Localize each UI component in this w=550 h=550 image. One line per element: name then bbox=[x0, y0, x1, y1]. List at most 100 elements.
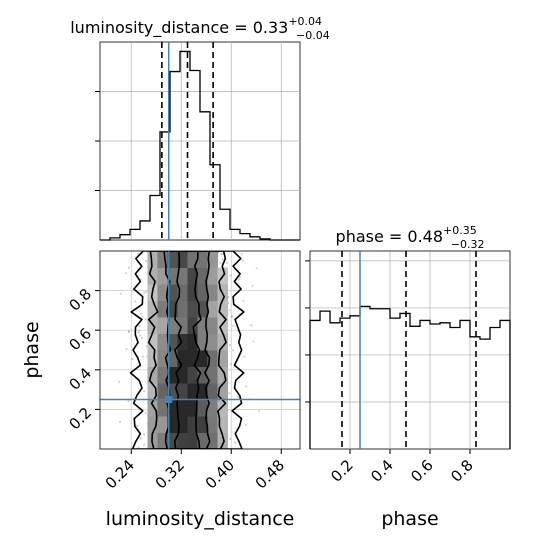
density-block bbox=[207, 399, 218, 417]
scatter-point bbox=[134, 300, 137, 303]
phase-y-tick-label: 0.2 bbox=[65, 404, 95, 434]
density-block bbox=[167, 251, 178, 268]
phase-y-tick-label: 0.4 bbox=[65, 364, 95, 394]
luminosity-distance-tick-label: 0.32 bbox=[152, 456, 188, 492]
density-block bbox=[207, 333, 218, 351]
density-block bbox=[177, 251, 188, 268]
scatter-point bbox=[236, 395, 239, 398]
hist-phase-frame bbox=[309, 250, 511, 450]
scatter-point bbox=[242, 299, 245, 302]
phase-y-tick-label: 0.6 bbox=[65, 325, 95, 355]
density-block bbox=[207, 416, 218, 433]
scatter-point bbox=[229, 437, 232, 441]
scatter-point bbox=[241, 259, 245, 262]
density-block bbox=[187, 251, 198, 268]
phase-y-tick-label: 0.8 bbox=[65, 285, 95, 315]
scatter-point bbox=[243, 355, 246, 358]
density-block bbox=[157, 383, 168, 400]
contour-line bbox=[147, 251, 227, 449]
scatter-point bbox=[139, 278, 143, 281]
scatter-point bbox=[136, 424, 139, 427]
scatter-point bbox=[127, 330, 131, 333]
density-block bbox=[167, 317, 178, 334]
luminosity-distance-histogram bbox=[100, 50, 300, 241]
scatter-point bbox=[138, 334, 142, 337]
density-block bbox=[177, 399, 188, 417]
density-block bbox=[187, 317, 198, 334]
scatter-point bbox=[257, 410, 261, 413]
density-block bbox=[217, 416, 228, 433]
density-block bbox=[187, 399, 198, 417]
density-blocks bbox=[147, 251, 228, 449]
density-block bbox=[197, 251, 208, 268]
density-block bbox=[147, 383, 158, 400]
title-phase: phase = 0.48+0.35 −0.32 bbox=[336, 224, 485, 251]
density-block bbox=[207, 350, 218, 367]
y-ticks-phase: 0.2 0.4 0.6 0.8 bbox=[65, 285, 100, 433]
scatter-point bbox=[237, 278, 240, 281]
scatter-point bbox=[125, 272, 128, 275]
scatter-point bbox=[138, 329, 141, 332]
density-block bbox=[197, 399, 208, 417]
scatter-point bbox=[140, 437, 143, 440]
scatter-point bbox=[143, 443, 146, 446]
scatter-point bbox=[228, 309, 231, 312]
scatter-point bbox=[231, 315, 234, 318]
density-block bbox=[177, 383, 188, 400]
scatter-point bbox=[136, 252, 139, 255]
density-block bbox=[197, 300, 208, 318]
title-luminosity-distance: luminosity_distance = 0.33+0.04 −0.04 bbox=[70, 15, 330, 42]
density-block bbox=[197, 284, 208, 301]
contour-line bbox=[129, 251, 245, 449]
density-block bbox=[207, 300, 218, 318]
density-block bbox=[197, 383, 208, 400]
density-block bbox=[157, 366, 168, 384]
density-block bbox=[187, 333, 198, 351]
scatter-point bbox=[245, 423, 248, 427]
density-block bbox=[147, 300, 158, 318]
scatter-point bbox=[125, 348, 128, 351]
density-block bbox=[177, 284, 188, 301]
density-block bbox=[187, 350, 198, 367]
x-ticks-phase: 0.2 0.4 0.6 0.8 bbox=[327, 449, 477, 486]
scatter-point bbox=[228, 344, 232, 347]
scatter-point bbox=[233, 441, 237, 444]
scatter-point bbox=[142, 390, 146, 393]
scatter-point bbox=[142, 433, 146, 436]
density-block bbox=[167, 383, 178, 400]
density-block bbox=[167, 432, 178, 449]
density-block bbox=[177, 317, 188, 334]
density-block bbox=[197, 416, 208, 433]
density-block bbox=[177, 333, 188, 351]
scatter-point bbox=[140, 336, 144, 340]
scatter-point bbox=[245, 385, 248, 388]
scatter-point bbox=[232, 324, 235, 327]
density-block bbox=[157, 399, 168, 417]
scatter-point bbox=[127, 266, 131, 269]
scatter-point bbox=[230, 315, 233, 318]
scatter-point bbox=[255, 267, 258, 270]
density-block bbox=[167, 267, 178, 285]
density-block bbox=[207, 284, 218, 301]
scatter-panel bbox=[99, 250, 301, 450]
density-block bbox=[157, 251, 168, 268]
scatter-point bbox=[119, 292, 122, 295]
density-block bbox=[187, 267, 198, 285]
density-block bbox=[177, 267, 188, 285]
scatter-point bbox=[221, 258, 224, 261]
scatter-point bbox=[145, 318, 148, 321]
luminosity-distance-tick-label: 0.48 bbox=[252, 456, 288, 492]
density-block bbox=[187, 366, 198, 384]
density-block bbox=[177, 366, 188, 384]
density-block bbox=[167, 416, 178, 433]
scatter-point bbox=[137, 331, 140, 334]
scatter-point bbox=[238, 276, 241, 279]
density-block bbox=[197, 432, 208, 449]
phase-histogram bbox=[309, 305, 511, 449]
density-block bbox=[187, 300, 198, 318]
density-block bbox=[197, 366, 208, 384]
scatter-point bbox=[137, 446, 140, 449]
density-block bbox=[197, 267, 208, 285]
density-block bbox=[197, 333, 208, 351]
